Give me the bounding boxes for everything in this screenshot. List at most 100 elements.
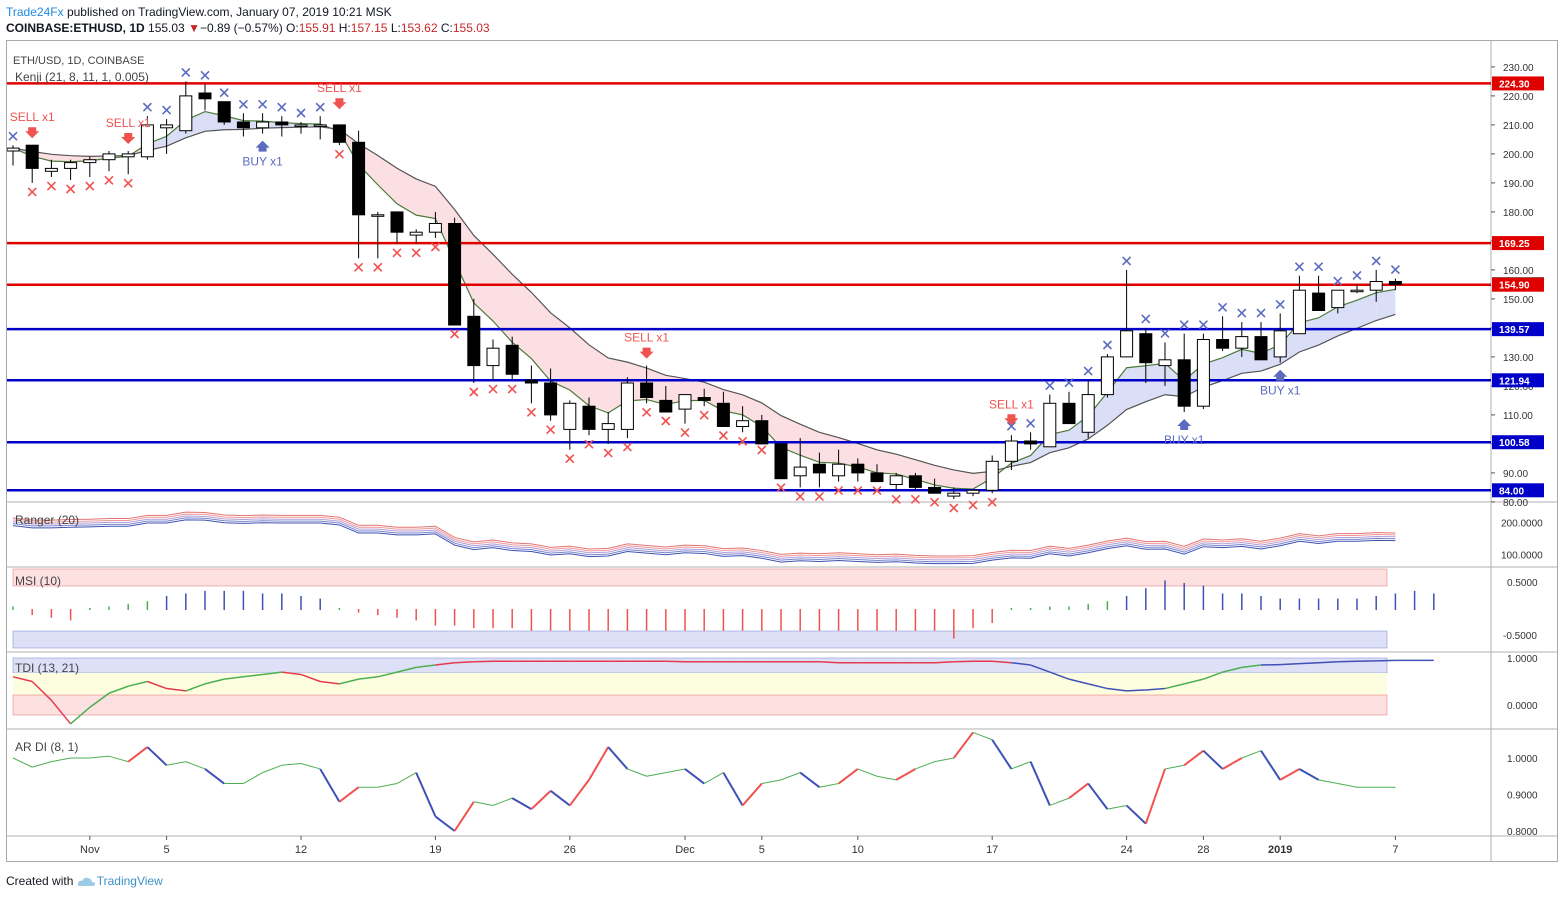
candle [1024,440,1038,445]
chart-frame[interactable]: 80.0090.00100.00110.00120.00130.00140.00… [6,40,1558,862]
y-tick-label: 80.00 [1503,498,1528,509]
level-tag-support-84 [1492,483,1544,498]
tradingview-link[interactable]: TradingView [96,874,163,888]
ardi-line-segment [108,755,129,763]
cross-stroke [1237,308,1247,318]
cross-stroke [661,416,671,426]
candle [1177,359,1191,407]
level-tag-support-121 [1492,373,1544,388]
cross-marker [334,149,344,159]
y-tick-label: 110.00 [1503,411,1533,422]
ardi-line-segment [511,797,532,810]
tdi-line-segment [300,673,321,683]
candle [1139,333,1153,364]
cross-marker [1275,299,1285,309]
cross-stroke [1275,299,1285,309]
tdi-line-segment [108,685,129,694]
candle [25,144,39,169]
cross-marker [814,491,824,501]
cross-marker [642,407,652,417]
tdi-line-segment [1107,687,1127,692]
cross-stroke [1026,418,1036,428]
cross-marker [8,131,18,141]
x-tick-label: 5 [759,844,765,856]
ribbon-fill [877,449,897,475]
publisher-link[interactable]: Trade24Fx [6,5,64,19]
cross-stroke [1045,381,1055,391]
candle [236,121,250,129]
cross-stroke [603,448,613,458]
ardi-line-segment [837,768,859,785]
candle [140,124,154,158]
sell-arrow-icon [1004,414,1019,426]
cross-stroke [699,410,709,420]
cross-marker [46,181,56,191]
cross-stroke [181,67,191,77]
tdi-line-segment [819,661,839,664]
level-label-resistance-224: 224.30 [1499,79,1530,90]
candle [544,382,558,416]
x-tick-label: 26 [564,844,576,856]
tdi-line-segment [31,680,52,701]
open-label: O: [286,21,299,35]
cross-marker [162,105,172,115]
candle [793,466,807,477]
publish-text: published on TradingView.com, January 07… [66,5,392,19]
ribbon-fill [397,168,417,216]
ardi-line-segment [703,772,724,784]
cross-stroke [1006,421,1016,431]
candle [947,492,961,497]
y-tick-label: 150.00 [1503,295,1534,306]
tdi-line-segment [1011,661,1031,666]
ardi-line-segment [722,772,744,806]
ardi-line-segment [32,761,52,768]
candle [870,472,884,483]
tdi-line-segment [454,661,474,664]
candle [832,463,846,477]
ardi-line-segment [473,801,494,806]
tdi-line-segment [1184,678,1204,685]
cross-stroke [1064,378,1074,388]
ardi-line-segment [1183,749,1205,767]
cross-marker [718,430,728,441]
candle [697,397,711,401]
candle [1004,440,1018,462]
cross-marker [872,486,882,496]
tdi-line-segment [934,661,954,664]
cross-marker [1141,314,1151,324]
cross-marker [1314,262,1324,272]
level-label-level-154: 154.90 [1499,281,1530,292]
cross-stroke [834,486,844,496]
ardi-line-segment [281,762,302,766]
ardi-line-segment [1337,783,1358,788]
sell-signal-label: SELL x1 [10,110,55,124]
tdi-line-segment [358,676,378,680]
ardi-line-segment [492,797,513,806]
x-tick-label: 10 [852,844,864,856]
ranger-band-line [12,513,1396,559]
ardi-line-segment [1068,782,1089,799]
ardi-line-segment [1049,797,1070,806]
ardi-line-segment [588,746,610,781]
ribbon-fill [1126,365,1146,410]
y-tick-label: 160.00 [1503,266,1534,277]
sell-signal-label: SELL x1 [624,331,669,345]
cross-stroke [8,131,18,141]
y-tick-label: 230.00 [1503,63,1534,74]
ardi-line-segment [607,746,629,770]
cross-stroke [488,384,498,394]
ardi-line-segment [185,761,206,770]
cross-marker [661,416,671,426]
y-tick-label: 90.00 [1503,469,1528,480]
kenji-slow-line [12,126,1396,474]
ribbon-fill [1376,289,1396,321]
close-value: 155.03 [452,21,490,35]
cross-stroke [718,430,728,441]
candle [985,460,999,491]
cross-marker [488,384,498,394]
cross-stroke [526,407,536,417]
kenji-indicator-label: Kenji (21, 8, 11, 1, 0.005) [15,70,149,84]
ribbon-fill [742,394,762,427]
chart-canvas[interactable]: 80.0090.00100.00110.00120.00130.00140.00… [7,41,1557,861]
ardi-line-segment [12,757,33,768]
